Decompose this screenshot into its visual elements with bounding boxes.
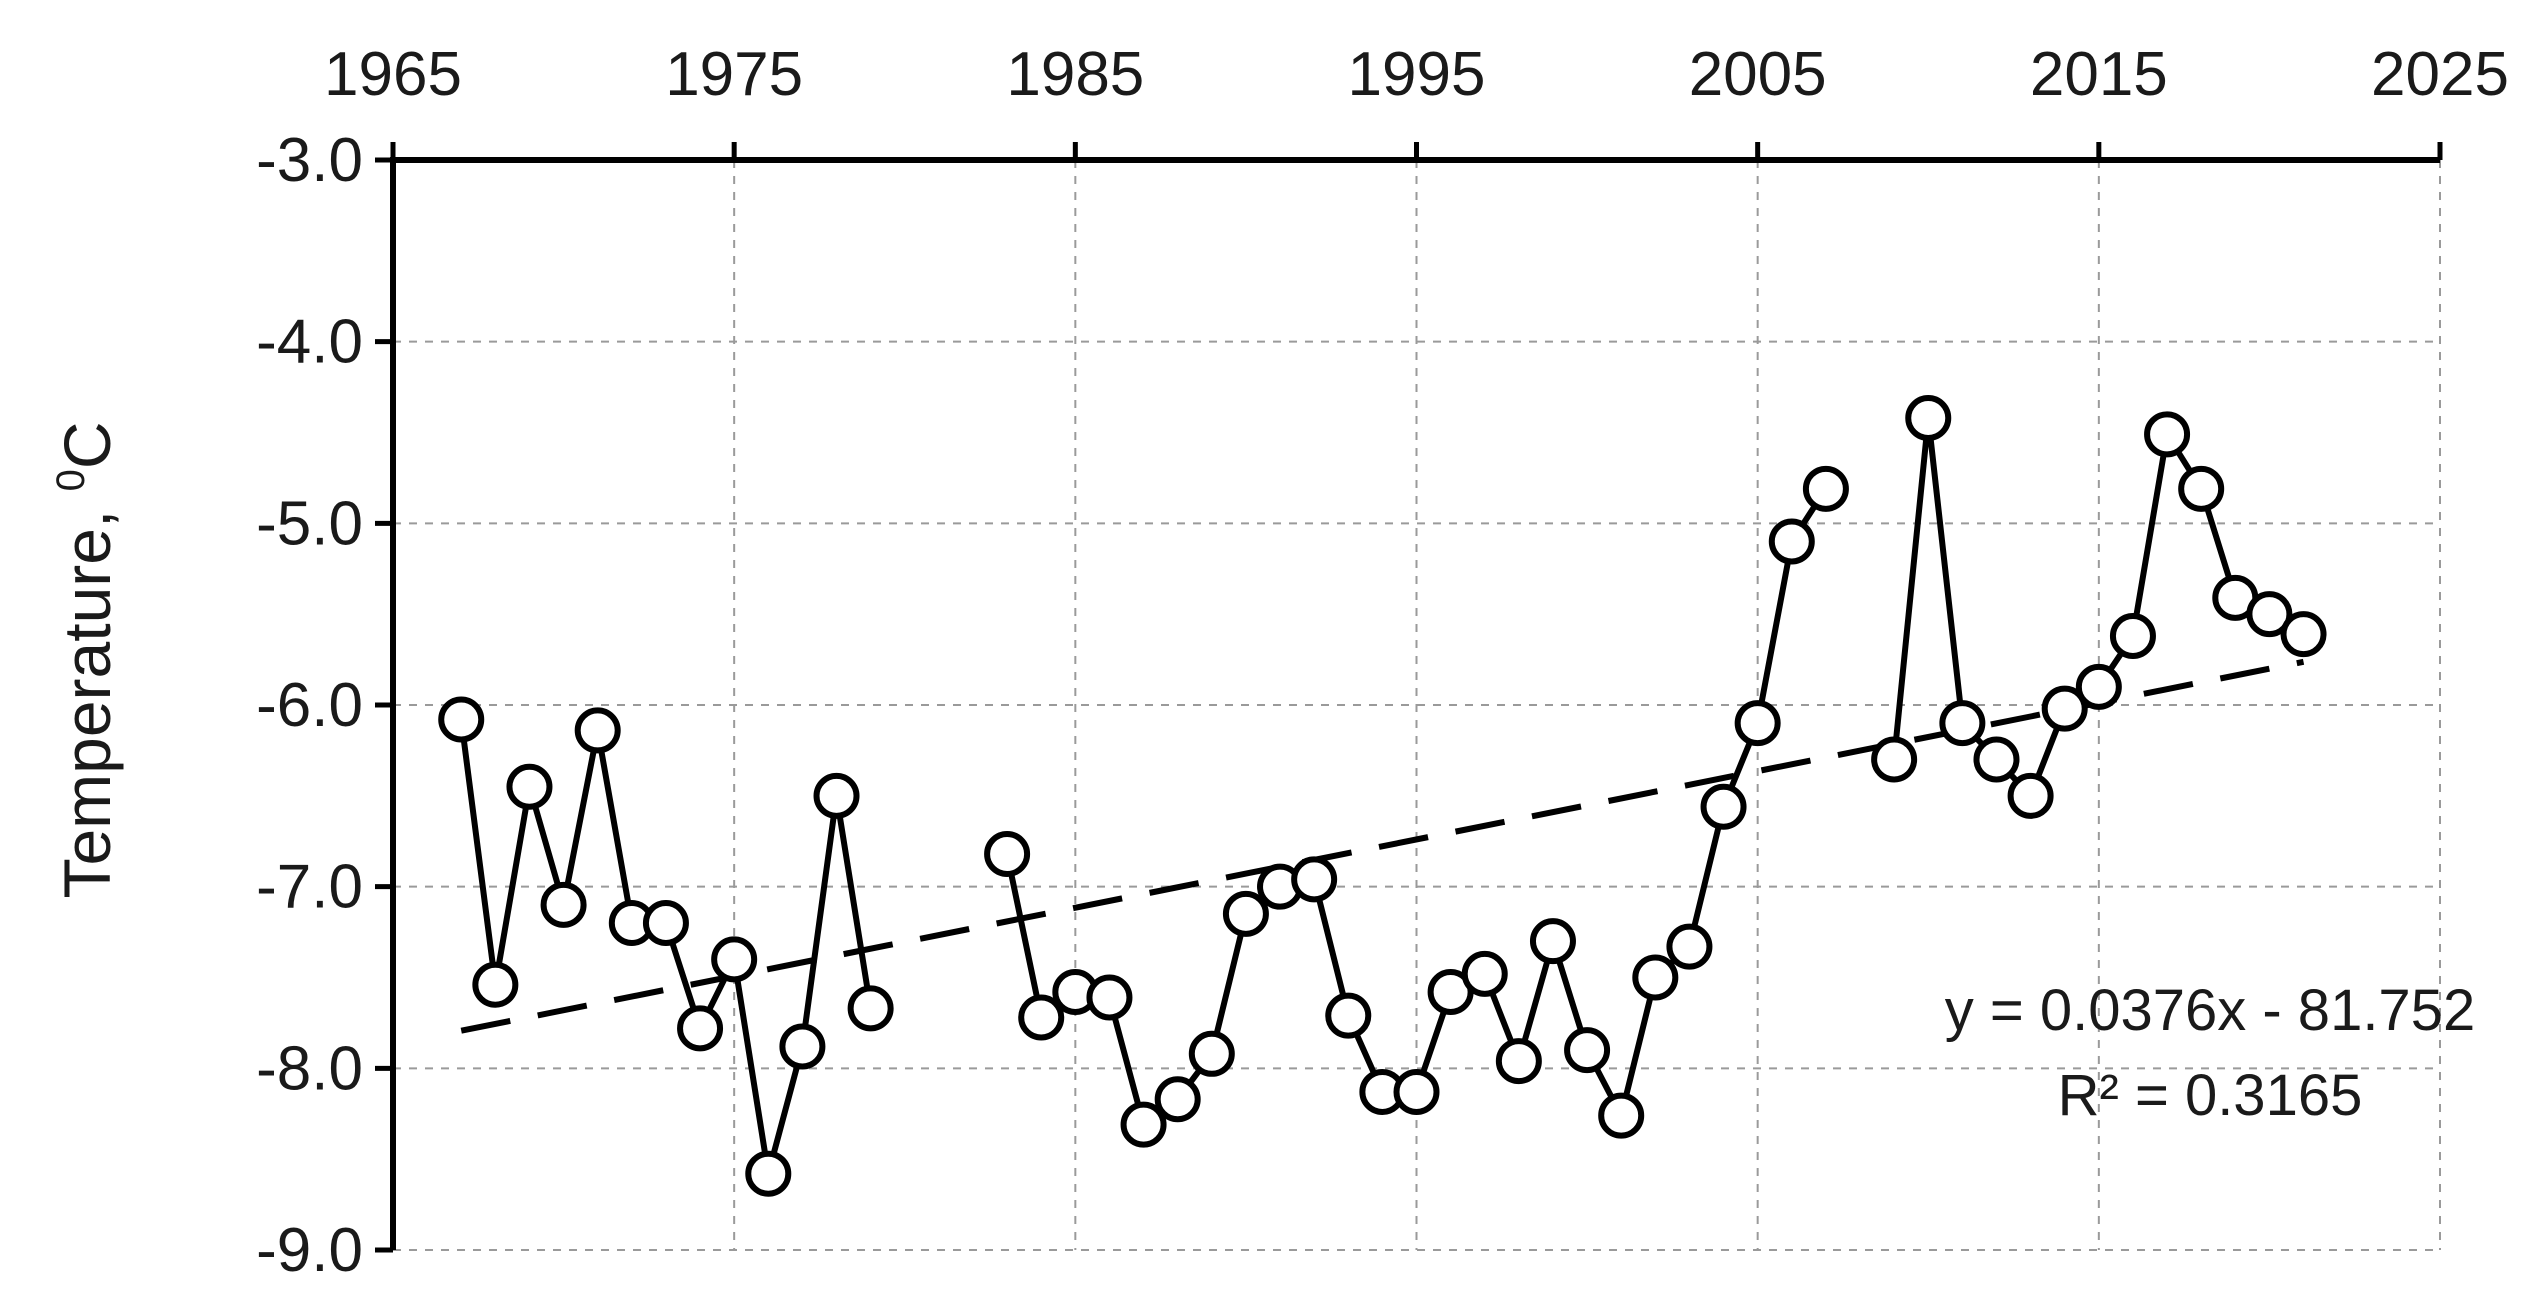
data-point [1973, 736, 2020, 783]
axis-layer [375, 142, 2443, 1253]
data-point [1393, 1068, 1440, 1115]
data-point [1802, 465, 1849, 512]
data-point [1700, 783, 1747, 830]
data-point [574, 707, 621, 754]
data-point [984, 830, 1031, 877]
data-point [1427, 969, 1474, 1016]
data-point [1529, 918, 1576, 965]
r-squared: R² = 0.3165 [2058, 1063, 2363, 1128]
data-point [779, 1023, 826, 1070]
data-point [1564, 1027, 1611, 1074]
series-layer [438, 394, 2327, 1197]
x-tick-label: 2015 [2030, 40, 2168, 109]
data-point [1086, 974, 1133, 1021]
data-point [472, 961, 519, 1008]
data-point [1291, 856, 1338, 903]
data-point [1939, 700, 1986, 747]
data-point [2178, 465, 2225, 512]
x-tick-label: 1965 [324, 40, 462, 109]
y-axis-title: Temperature, 0C [49, 421, 124, 898]
data-point [813, 772, 860, 819]
data-point [711, 936, 758, 983]
y-axis-title-unit: C [50, 421, 124, 469]
trend-equation: y = 0.0376x - 81.752 [1945, 978, 2475, 1043]
data-point [847, 985, 894, 1032]
x-tick-label: 1995 [1348, 40, 1486, 109]
y-tick-label: -5.0 [256, 489, 363, 558]
data-point [1495, 1038, 1542, 1085]
data-point [506, 763, 553, 810]
data-point [1598, 1092, 1645, 1139]
data-point [677, 1005, 724, 1052]
y-tick-label: -9.0 [256, 1216, 363, 1285]
y-tick-label: -4.0 [256, 308, 363, 377]
data-point [1666, 923, 1713, 970]
data-point [1461, 950, 1508, 997]
y-axis-title-text: Temperature, [50, 491, 124, 898]
data-point [1905, 394, 1952, 441]
data-point [2109, 612, 2156, 659]
trendline-layer [460, 658, 2305, 1034]
data-point [1734, 700, 1781, 747]
x-tick-label: 2005 [1689, 40, 1827, 109]
x-tick-label: 2025 [2371, 40, 2509, 109]
data-point [1222, 890, 1269, 937]
data-point [2041, 685, 2088, 732]
data-point [2246, 591, 2293, 638]
data-point [1154, 1076, 1201, 1123]
data-point [642, 900, 689, 946]
y-axis-title-superscript: 0 [49, 469, 93, 491]
data-point [1018, 994, 1065, 1041]
data-point [745, 1150, 792, 1197]
data-point [540, 881, 587, 928]
data-point [1325, 992, 1372, 1039]
data-point [2075, 663, 2122, 710]
trendline [460, 658, 2305, 1034]
y-tick-label: -8.0 [256, 1034, 363, 1103]
data-point [1188, 1030, 1235, 1077]
y-tick-label: -6.0 [256, 671, 363, 740]
data-point [2280, 611, 2327, 658]
data-point [1632, 954, 1679, 1001]
y-tick-label: -7.0 [256, 853, 363, 922]
data-point [1120, 1101, 1167, 1148]
label-layer: 1965 1975 1985 1995 2005 2015 2025 -3.0 -4.0 -5.0… [256, 40, 2509, 1285]
data-point [2007, 772, 2054, 819]
x-tick-label: 1985 [1006, 40, 1144, 109]
x-tick-label: 1975 [665, 40, 803, 109]
data-point [1768, 518, 1815, 565]
y-tick-label: -3.0 [256, 126, 363, 195]
data-point [2144, 411, 2191, 458]
data-point [438, 696, 485, 743]
data-point [1871, 736, 1918, 783]
